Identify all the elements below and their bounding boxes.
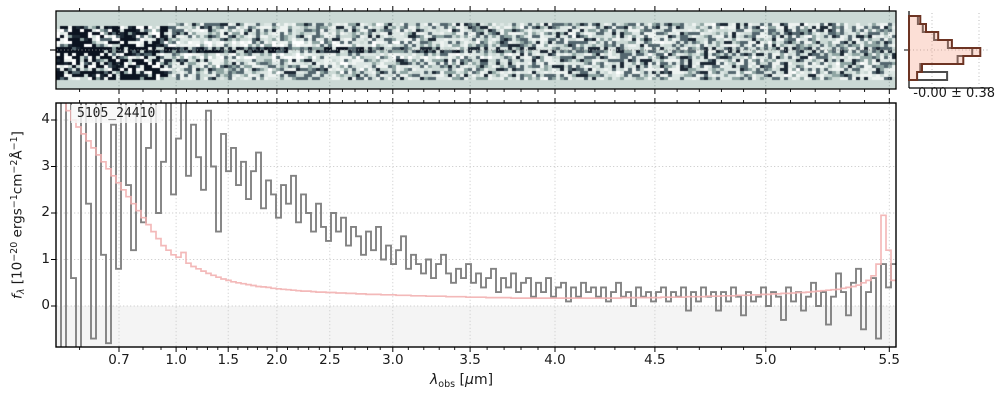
x-tick-label: 2.5 (319, 352, 341, 368)
y-tick-label: 1 (41, 250, 50, 267)
x-tick-label: 4.5 (644, 352, 666, 368)
y-tick-label: 3 (41, 157, 50, 174)
y-tick-labels: 0 1 2 3 4 (28, 0, 50, 400)
y-axis-label-p2: ergs (9, 208, 26, 242)
y-axis-label-p1: [10 (9, 261, 26, 289)
y-axis-label-e4: −1 (9, 136, 20, 151)
residual-stats-label: -0.00 ± 0.38 (913, 86, 995, 101)
x-axis-label: λobs [μm] (430, 372, 493, 390)
y-axis-label-e3: −2 (9, 159, 20, 174)
y-axis-label-p5: ] (9, 131, 26, 137)
x-tick-label: 0.7 (108, 352, 130, 368)
x-tick-label: 5.5 (878, 352, 901, 368)
x-axis-label-mid: [ (455, 372, 466, 388)
y-axis-label-e1: −20 (9, 241, 20, 262)
x-tick-label: 2.0 (266, 352, 288, 368)
x-axis-label-end: m] (473, 372, 494, 388)
y-axis-label: fλ [10−20 ergs−1cm−2Å−1] (9, 100, 27, 330)
x-axis-label-sub: obs (438, 378, 456, 390)
y-axis-label-sub: λ (16, 288, 28, 295)
x-tick-labels: 0.7 1.0 1.5 2.0 2.5 3.0 3.5 4.0 4.5 5.0 5.5 (0, 352, 1000, 370)
object-id-label: 5105_24410 (71, 105, 162, 123)
y-tick-label: 4 (41, 111, 50, 127)
y-axis-label-p3: cm (9, 173, 26, 195)
y-axis-label-f: f (9, 294, 26, 299)
y-tick-label: 2 (41, 204, 50, 220)
x-tick-label: 1.5 (217, 352, 239, 368)
x-tick-label: 1.0 (165, 352, 187, 368)
spectrum-2d-image (56, 11, 896, 89)
y-axis-label-e2: −1 (9, 194, 20, 209)
x-axis-label-lambda: λ (430, 372, 439, 388)
x-tick-label: 3.5 (459, 352, 481, 368)
x-tick-label: 4.0 (544, 352, 566, 368)
y-axis-label-p4: Å (9, 150, 26, 160)
x-tick-label: 3.0 (382, 352, 404, 368)
x-axis-label-mu: μ (465, 372, 474, 388)
y-tick-label: 0 (41, 297, 50, 313)
x-tick-label: 5.0 (755, 352, 777, 368)
